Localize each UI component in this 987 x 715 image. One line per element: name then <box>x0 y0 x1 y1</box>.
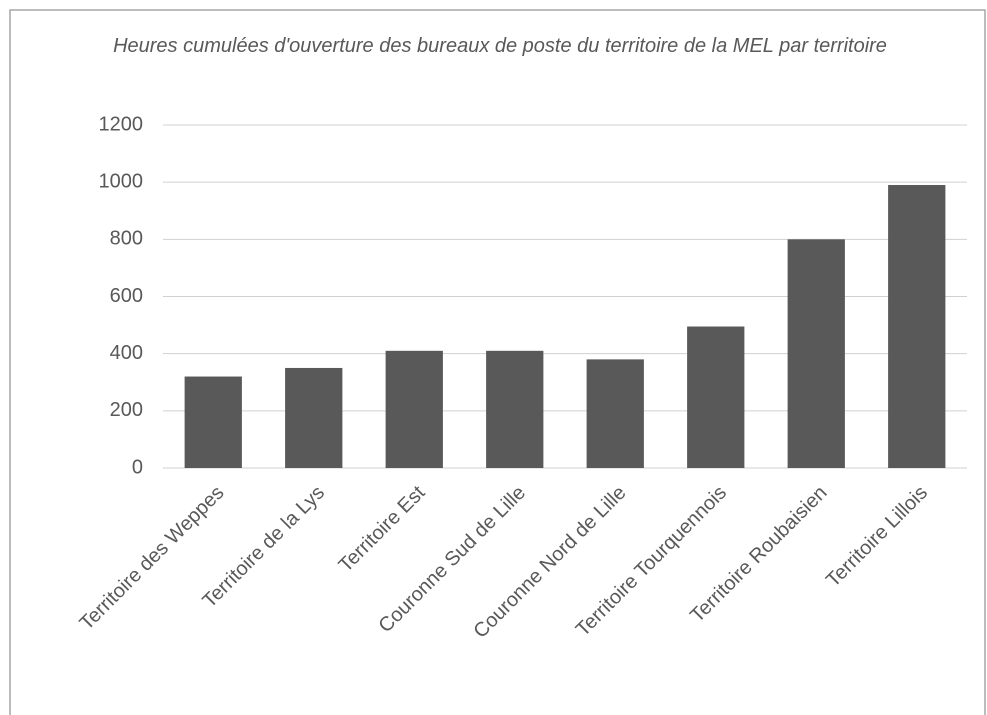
y-tick-label: 400 <box>110 342 143 364</box>
bar <box>285 367 343 468</box>
y-tick-label: 1000 <box>99 170 144 192</box>
x-tick-label: Territoire Est <box>335 481 430 576</box>
bar <box>184 376 242 468</box>
chart-title: Heures cumulées d'ouverture des bureaux … <box>113 35 887 57</box>
y-tick-label: 600 <box>110 285 143 307</box>
y-tick-label: 0 <box>132 456 143 478</box>
bar <box>787 239 845 468</box>
bar <box>687 326 745 468</box>
x-tick-label: Territoire des Weppes <box>76 482 229 635</box>
y-tick-label: 200 <box>110 399 143 421</box>
bar <box>486 350 544 468</box>
x-tick-label: Territoire Lillois <box>822 482 932 592</box>
bar <box>586 359 644 468</box>
chart-border <box>9 9 986 715</box>
bar <box>888 185 946 468</box>
bar <box>385 350 443 468</box>
y-tick-label: 800 <box>110 228 143 250</box>
y-tick-label: 1200 <box>99 113 144 135</box>
